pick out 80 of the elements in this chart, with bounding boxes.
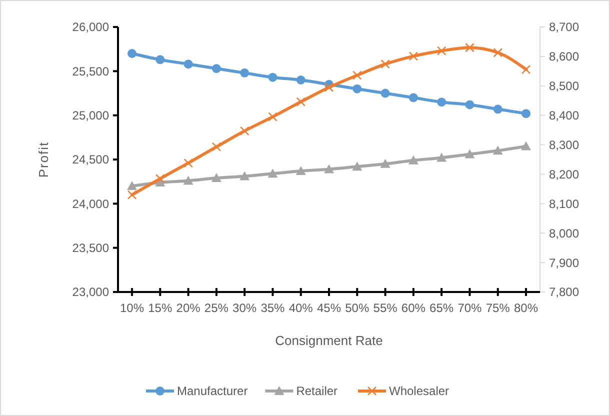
point (324, 82, 334, 92)
point (212, 64, 221, 74)
y-tick-label: 26,000 (72, 20, 110, 34)
y2-tick-label: 7,900 (549, 256, 580, 270)
x-tick-label: 60% (401, 301, 426, 315)
point (493, 104, 502, 114)
x-tick-label: 55% (373, 301, 398, 315)
point (240, 68, 250, 78)
point (184, 60, 193, 69)
point (380, 59, 390, 69)
legend-label: Wholesaler (389, 384, 450, 398)
x-tick-label: 25% (204, 301, 229, 315)
x-tick-label: 80% (514, 301, 538, 315)
x-tick-label: 15% (148, 301, 172, 315)
x-tick-label: 30% (232, 301, 257, 315)
y-tick-label: 23,000 (72, 285, 110, 300)
x-tick-label: 45% (316, 301, 342, 315)
point (155, 174, 165, 184)
x-axis-title: Consignment Rate (275, 333, 383, 348)
point (521, 141, 531, 150)
x-tick-label: 10% (120, 301, 144, 315)
y-tick-label: 23,500 (72, 241, 110, 256)
point (493, 48, 503, 58)
y-axis-title: Profit (36, 141, 51, 178)
point (352, 70, 362, 80)
y2-tick-label: 8,300 (549, 138, 580, 152)
point (211, 173, 222, 182)
point (408, 52, 418, 61)
point (128, 49, 136, 58)
point (268, 168, 278, 178)
y2-tick-label: 8,200 (549, 167, 580, 182)
point (408, 93, 418, 102)
point (522, 109, 530, 118)
x-tick-label: 20% (176, 301, 201, 315)
point (352, 84, 362, 94)
x-tick-label: 40% (288, 301, 314, 315)
y-tick-label: 24,500 (72, 152, 110, 167)
point (183, 176, 194, 185)
y-tick-label: 24,000 (72, 196, 110, 211)
point (465, 42, 474, 52)
point (464, 149, 475, 158)
x-tick-label: 75% (486, 301, 510, 315)
point (521, 64, 531, 74)
point (268, 112, 278, 122)
point (127, 181, 137, 190)
point (296, 76, 306, 84)
point (408, 155, 418, 164)
y2-tick-label: 8,600 (549, 50, 580, 64)
y2-tick-label: 8,000 (549, 226, 580, 240)
point (436, 152, 447, 162)
y-tick-label: 25,500 (72, 64, 110, 78)
point (352, 162, 362, 171)
y-tick-label: 25,000 (72, 108, 110, 123)
point (240, 171, 250, 180)
point (380, 88, 390, 98)
point (240, 126, 250, 136)
point (296, 97, 306, 106)
legend-label: Retailer (296, 384, 338, 398)
y2-tick-label: 8,400 (549, 108, 580, 123)
y2-tick-label: 7,800 (549, 285, 580, 300)
point (184, 158, 193, 168)
point (296, 166, 306, 175)
point (437, 98, 446, 107)
y2-tick-label: 8,500 (549, 79, 580, 94)
point (380, 158, 390, 168)
x-tick-label: 70% (458, 301, 482, 315)
point (212, 142, 222, 152)
point (492, 146, 503, 155)
x-tick-label: 50% (345, 301, 370, 315)
x-tick-label: 35% (260, 301, 286, 315)
point (156, 55, 165, 64)
y2-tick-label: 8,100 (549, 196, 580, 211)
x-tick-label: 65% (430, 301, 454, 315)
point (465, 100, 474, 110)
point (268, 72, 278, 82)
point (324, 164, 334, 174)
y2-tick-label: 8,700 (549, 20, 580, 34)
point (436, 46, 446, 56)
point (127, 190, 137, 200)
legend-label: Manufacturer (177, 384, 248, 398)
